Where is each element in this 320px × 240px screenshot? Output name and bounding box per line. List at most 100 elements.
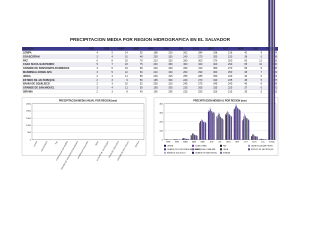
table-cell: 205 bbox=[153, 55, 158, 58]
table-cell: 3 bbox=[111, 83, 113, 86]
bar bbox=[192, 133, 194, 140]
table-cell: 3 bbox=[97, 71, 99, 74]
table-row-bg bbox=[21, 70, 279, 75]
bar bbox=[235, 106, 236, 140]
table-cell: 360 bbox=[168, 63, 173, 66]
region-name: LEMPA bbox=[23, 52, 32, 55]
bar bbox=[199, 121, 201, 140]
bar bbox=[260, 138, 262, 140]
bar bbox=[228, 113, 229, 140]
bar bbox=[265, 139, 266, 140]
y-tick-label: 0 bbox=[162, 139, 164, 141]
y-tick-label: 100 bbox=[159, 130, 163, 132]
table-cell: 9 bbox=[261, 52, 263, 55]
bar bbox=[235, 103, 237, 140]
bar bbox=[202, 120, 204, 140]
table-cell: 216 bbox=[228, 52, 233, 55]
legend-swatch bbox=[220, 148, 222, 151]
legend-swatch bbox=[248, 144, 250, 147]
table-row-bg bbox=[21, 54, 279, 59]
bar bbox=[257, 136, 258, 140]
table-cell: 55 bbox=[140, 75, 143, 78]
legend-label: GRANDE DE SONSONATE-BANDERAS bbox=[167, 148, 201, 151]
y-tick-label: 500 bbox=[27, 132, 31, 134]
table-cell: 10 bbox=[125, 83, 128, 86]
bar bbox=[211, 111, 212, 140]
table-cell: 335 bbox=[213, 87, 218, 90]
table-cell: 38 bbox=[244, 55, 247, 58]
table-cell: 400 bbox=[213, 63, 218, 66]
table-cell: 3 bbox=[111, 91, 113, 94]
bar bbox=[183, 138, 184, 140]
bar bbox=[236, 107, 238, 140]
region-name: BAHIA DE JIQUILISCO bbox=[23, 83, 50, 86]
bar bbox=[221, 117, 223, 140]
legend-label: LEMPA bbox=[167, 144, 174, 147]
bar bbox=[175, 139, 177, 140]
x-tick-label: ABR bbox=[192, 140, 197, 143]
table-row-bg bbox=[21, 89, 279, 94]
bar bbox=[230, 115, 232, 140]
bar bbox=[260, 139, 261, 140]
table-cell: 325 bbox=[213, 91, 218, 94]
table-cell: 315 bbox=[168, 75, 173, 78]
table-cell: 3 bbox=[97, 87, 99, 90]
table-cell: 6 bbox=[111, 67, 113, 70]
table-cell: 260 bbox=[228, 59, 233, 62]
table-cell: 190 bbox=[153, 91, 158, 94]
y-tick-label: 0 bbox=[30, 139, 32, 141]
bar bbox=[274, 0, 276, 140]
table-cell: 12 bbox=[125, 71, 128, 74]
table-cell: 338 bbox=[213, 52, 218, 55]
table-cell: 195 bbox=[153, 79, 158, 82]
region-name: GRANDE DE SAN MIGUEL bbox=[23, 87, 55, 90]
table-cell: 11 bbox=[125, 87, 128, 90]
bar bbox=[248, 120, 250, 140]
table-cell: 50 bbox=[140, 87, 143, 90]
legend-swatch bbox=[248, 148, 250, 151]
table-cell: 345 bbox=[213, 83, 218, 86]
region-name: CARA SUCIA-SAN PEDRO bbox=[23, 63, 54, 66]
x-tick-label: JIBOA bbox=[94, 140, 100, 147]
bar bbox=[268, 0, 269, 140]
bar bbox=[255, 136, 257, 140]
table-cell: 240 bbox=[183, 55, 188, 58]
bar bbox=[220, 116, 221, 140]
bar bbox=[254, 136, 256, 140]
x-tick-label: GOASCORAN bbox=[40, 140, 49, 152]
bar bbox=[256, 136, 258, 140]
table-cell: 250 bbox=[228, 71, 233, 74]
bar bbox=[272, 0, 274, 140]
table-cell: 245 bbox=[183, 83, 188, 86]
table-cell: 4 bbox=[97, 52, 99, 55]
bar bbox=[216, 116, 218, 140]
bar bbox=[208, 110, 210, 140]
bar bbox=[243, 119, 244, 140]
y-tick-label: 200 bbox=[159, 121, 163, 123]
x-tick-label: AGO bbox=[226, 140, 231, 143]
bar bbox=[199, 122, 200, 140]
bar bbox=[166, 139, 167, 140]
bar bbox=[190, 135, 192, 140]
legend-swatch bbox=[164, 144, 166, 147]
bar bbox=[195, 135, 196, 140]
table-cell: 12 bbox=[259, 59, 262, 62]
table-cell: 230 bbox=[228, 55, 233, 58]
legend-label: BAHIA DE JIQUILISCO bbox=[167, 151, 186, 154]
column-header: SEP bbox=[208, 47, 213, 51]
table-cell: 310 bbox=[198, 67, 203, 70]
bar bbox=[256, 136, 257, 140]
legend-label: PAZ bbox=[223, 144, 227, 147]
legend-swatch bbox=[164, 151, 166, 154]
x-tick-label: MAY bbox=[201, 140, 206, 143]
table-cell: 7 bbox=[261, 71, 263, 74]
table-cell: 285 bbox=[198, 75, 203, 78]
bar bbox=[242, 120, 244, 140]
table-row-bg bbox=[21, 74, 279, 79]
x-tick-label: MAR bbox=[183, 140, 188, 143]
bar bbox=[220, 118, 222, 140]
table-row-bg bbox=[21, 62, 279, 67]
region-name: GOASCORAN bbox=[23, 55, 40, 58]
column-header: AGO bbox=[193, 47, 199, 51]
table-cell: 330 bbox=[168, 55, 173, 58]
